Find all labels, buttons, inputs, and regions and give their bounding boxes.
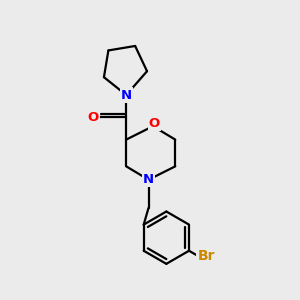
Text: O: O bbox=[149, 117, 160, 130]
Text: N: N bbox=[121, 88, 132, 101]
Text: O: O bbox=[87, 111, 99, 124]
Text: N: N bbox=[143, 173, 154, 186]
Text: Br: Br bbox=[198, 249, 215, 263]
